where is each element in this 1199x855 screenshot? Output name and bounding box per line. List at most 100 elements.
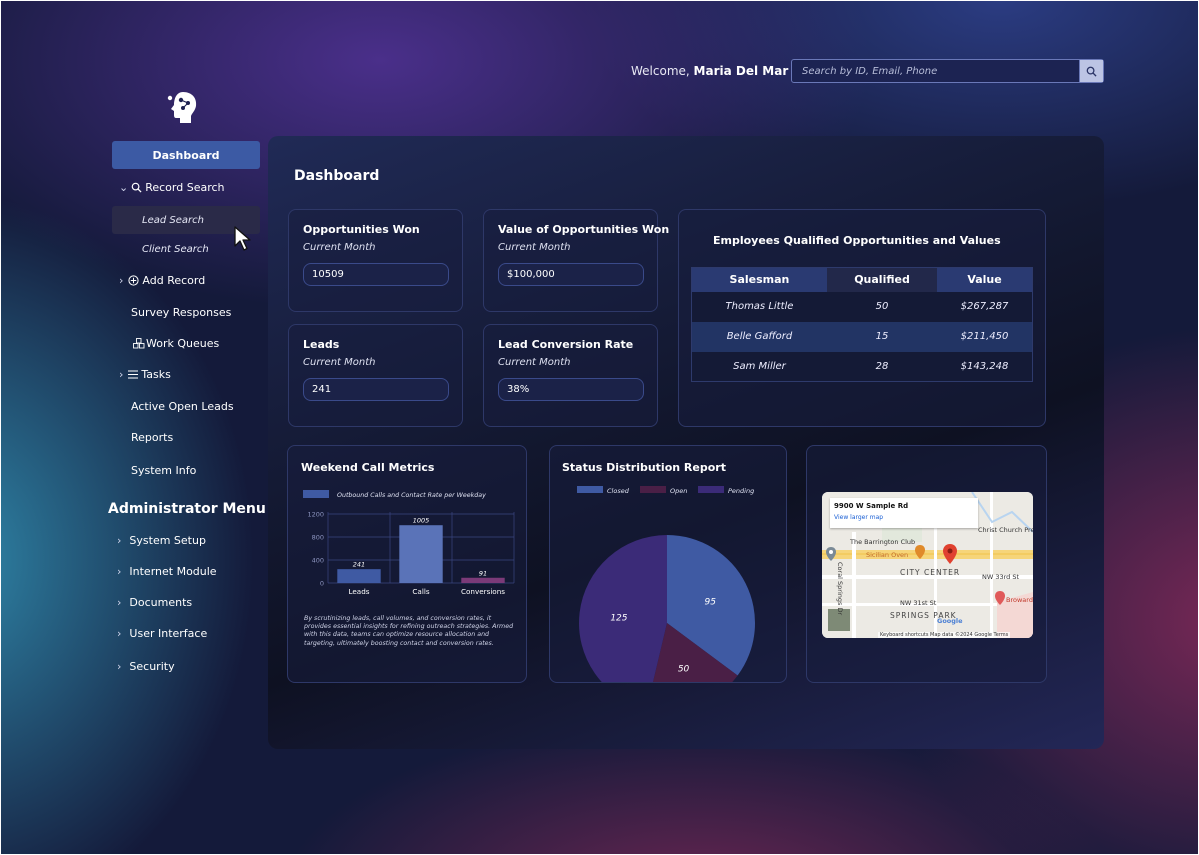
- column-header-qualified[interactable]: Qualified: [826, 267, 938, 292]
- data-label: 95: [705, 597, 717, 607]
- map-label: NW 31st St: [900, 599, 937, 607]
- sidebar-item-record-search[interactable]: ⌄ Record Search: [119, 181, 225, 194]
- place-marker-icon: [826, 547, 836, 561]
- legend-swatch: [698, 486, 724, 493]
- chevron-right-icon: ›: [117, 596, 122, 609]
- page-title: Dashboard: [294, 168, 380, 184]
- table-row[interactable]: Sam Miller 28 $143,248: [691, 351, 1033, 382]
- metric-value-field[interactable]: [303, 378, 449, 401]
- table-row[interactable]: Belle Gafford 15 $211,450: [691, 321, 1033, 352]
- metric-subtitle: Current Month: [303, 357, 376, 368]
- bar: [337, 569, 381, 583]
- table-row[interactable]: Thomas Little 50 $267,287: [691, 291, 1033, 322]
- pie-slice: [579, 535, 667, 682]
- data-label: 241: [353, 561, 365, 569]
- sidebar-item-active-open-leads[interactable]: Active Open Leads: [131, 400, 234, 413]
- search-bar: [791, 59, 1104, 83]
- sidebar-item-user-interface[interactable]: › User Interface: [117, 627, 207, 640]
- chart-title: Status Distribution Report: [562, 461, 726, 474]
- restaurant-marker-icon: [915, 545, 925, 559]
- metric-title: Value of Opportunities Won: [498, 223, 670, 236]
- sidebar-item-label: Tasks: [141, 368, 171, 381]
- map-pin-icon[interactable]: [943, 544, 957, 564]
- legend-swatch: [303, 490, 329, 498]
- chevron-right-icon: ›: [117, 534, 122, 547]
- sidebar-item-security[interactable]: › Security: [117, 660, 175, 673]
- pie-slice: [653, 623, 738, 682]
- search-icon: [1086, 66, 1097, 77]
- map-label: The Barrington Club: [850, 538, 916, 546]
- cell-qualified: 50: [826, 291, 938, 322]
- map-card: 9900 W Sample Rd View larger map Christ …: [806, 445, 1047, 683]
- map-label: Sicilian Oven: [866, 551, 909, 559]
- sidebar-item-tasks[interactable]: › Tasks: [119, 368, 171, 381]
- sidebar-item-internet-module[interactable]: › Internet Module: [117, 565, 217, 578]
- metric-value-field[interactable]: [498, 263, 644, 286]
- sidebar-item-dashboard[interactable]: Dashboard: [112, 141, 260, 169]
- sidebar-item-label: Lead Search: [142, 214, 204, 226]
- weekend-call-metrics-card: Weekend Call Metrics Outbound Calls and …: [287, 445, 527, 683]
- sidebar-item-add-record[interactable]: › Add Record: [119, 274, 205, 287]
- metric-card-lead-conversion-rate: Lead Conversion Rate Current Month: [483, 324, 658, 427]
- view-larger-map-link[interactable]: View larger map: [834, 514, 884, 521]
- x-tick-label: Leads: [348, 587, 369, 596]
- chevron-right-icon: ›: [119, 274, 124, 287]
- employees-table: Salesman Qualified Value Thomas Little 5…: [691, 267, 1033, 382]
- cell-qualified: 15: [826, 321, 938, 352]
- data-label: 50: [678, 664, 690, 674]
- sidebar-item-client-search[interactable]: Client Search: [142, 244, 209, 255]
- metric-value-field[interactable]: [498, 378, 644, 401]
- user-name: Maria Del Mar: [693, 64, 789, 78]
- chevron-right-icon: ›: [117, 565, 122, 578]
- legend-label: Pending: [728, 487, 754, 495]
- y-tick-label: 1200: [307, 511, 324, 519]
- chart-title: Weekend Call Metrics: [301, 461, 435, 474]
- sidebar-item-label: Security: [129, 660, 175, 673]
- map-footer: Keyboard shortcuts Map data ©2024 Google…: [878, 632, 1011, 638]
- metric-value-field[interactable]: [303, 263, 449, 286]
- sidebar-item-documents[interactable]: › Documents: [117, 596, 192, 609]
- chevron-right-icon: ›: [119, 368, 124, 381]
- column-header-salesman[interactable]: Salesman: [691, 267, 827, 292]
- x-tick-label: Calls: [412, 587, 429, 596]
- employees-table-card: Employees Qualified Opportunities and Va…: [678, 209, 1046, 427]
- metric-title: Lead Conversion Rate: [498, 338, 634, 351]
- data-label: 1005: [413, 517, 430, 525]
- mouse-cursor-icon: [234, 226, 251, 251]
- welcome-prefix: Welcome,: [631, 64, 690, 78]
- map[interactable]: 9900 W Sample Rd View larger map Christ …: [822, 492, 1033, 638]
- map-label: Christ Church Preschool: [978, 526, 1033, 534]
- sidebar-item-survey-responses[interactable]: Survey Responses: [131, 306, 231, 319]
- column-header-value[interactable]: Value: [937, 267, 1033, 292]
- search-button[interactable]: [1079, 60, 1103, 82]
- sidebar-item-reports[interactable]: Reports: [131, 431, 173, 444]
- bar: [461, 577, 505, 583]
- y-tick-label: 400: [312, 557, 324, 565]
- cell-qualified: 28: [826, 351, 938, 382]
- metric-subtitle: Current Month: [498, 242, 571, 253]
- bar: [399, 525, 443, 583]
- sidebar-item-work-queues[interactable]: Work Queues: [133, 337, 219, 350]
- metric-card-value-of-opportunities: Value of Opportunities Won Current Month: [483, 209, 669, 312]
- legend-swatch: [577, 486, 603, 493]
- pie-slice: [667, 535, 755, 676]
- sidebar-item-system-setup[interactable]: › System Setup: [117, 534, 206, 547]
- cell-salesman: Sam Miller: [691, 351, 827, 382]
- pie-chart: Closed Open Pending 95 50 125: [577, 486, 755, 682]
- table-title: Employees Qualified Opportunities and Va…: [713, 234, 1001, 247]
- search-icon: [131, 182, 142, 193]
- search-input[interactable]: [792, 60, 1079, 82]
- google-logo: Google: [937, 617, 963, 625]
- map-label: Coral Springs Dr: [836, 562, 844, 616]
- brain-logo-icon: [167, 92, 197, 123]
- plus-circle-icon: [128, 275, 139, 286]
- metric-subtitle: Current Month: [498, 357, 571, 368]
- sidebar-item-system-info[interactable]: System Info: [131, 464, 196, 477]
- welcome-text: Welcome, Maria Del Mar: [631, 64, 788, 78]
- sidebar-item-label: Record Search: [145, 181, 225, 194]
- metric-title: Leads: [303, 338, 340, 351]
- cell-value: $267,287: [937, 291, 1033, 322]
- cubes-icon: [133, 338, 145, 349]
- sidebar-item-label: Add Record: [142, 274, 206, 287]
- map-label: CITY CENTER: [900, 568, 961, 577]
